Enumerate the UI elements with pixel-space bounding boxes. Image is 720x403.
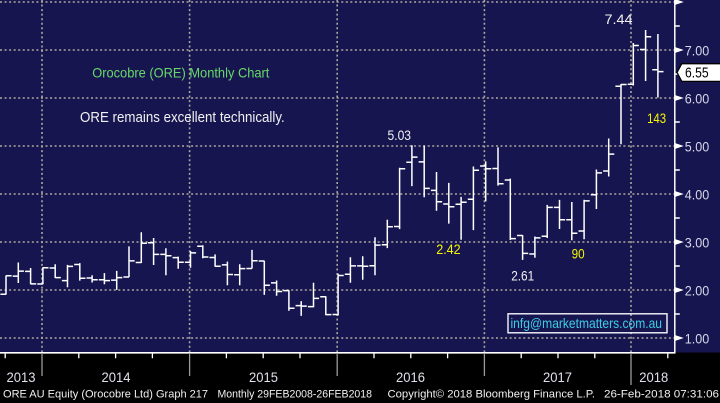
svg-text:2018: 2018 [639, 369, 668, 385]
svg-text:143: 143 [647, 110, 666, 126]
svg-text:5.00: 5.00 [685, 139, 710, 155]
svg-text:2.42: 2.42 [436, 241, 461, 257]
svg-text:7.44: 7.44 [605, 12, 634, 27]
svg-text:90: 90 [572, 246, 585, 262]
svg-text:3.00: 3.00 [685, 235, 710, 251]
svg-text:2.61: 2.61 [511, 268, 534, 283]
svg-text:2017: 2017 [543, 369, 572, 385]
svg-text:Copyright© 2018 Bloomberg Fina: Copyright© 2018 Bloomberg Finance L.P. [388, 389, 596, 401]
svg-text:infg@marketmatters.com.au: infg@marketmatters.com.au [511, 315, 663, 331]
svg-text:5.03: 5.03 [388, 128, 412, 143]
svg-text:2013: 2013 [7, 369, 36, 385]
svg-text:6.55: 6.55 [685, 65, 709, 82]
svg-text:Orocobre (ORE) Monthly Chart: Orocobre (ORE) Monthly Chart [92, 65, 269, 81]
svg-text:ORE remains excellent technica: ORE remains excellent technically. [80, 110, 285, 126]
svg-text:7.00: 7.00 [685, 43, 710, 59]
svg-text:2015: 2015 [249, 369, 278, 385]
svg-text:26-Feb-2018 07:31:06: 26-Feb-2018 07:31:06 [604, 389, 719, 401]
svg-text:ORE AU Equity (Orocobre Ltd) G: ORE AU Equity (Orocobre Ltd) Graph 217 [3, 389, 208, 401]
svg-text:2.00: 2.00 [685, 283, 710, 299]
svg-text:Monthly 29FEB2008-26FEB2018: Monthly 29FEB2008-26FEB2018 [218, 389, 373, 401]
svg-text:2014: 2014 [102, 369, 131, 385]
svg-text:6.00: 6.00 [685, 91, 710, 107]
svg-text:1.00: 1.00 [685, 331, 710, 347]
svg-text:2016: 2016 [396, 369, 425, 385]
svg-text:4.00: 4.00 [685, 187, 710, 203]
